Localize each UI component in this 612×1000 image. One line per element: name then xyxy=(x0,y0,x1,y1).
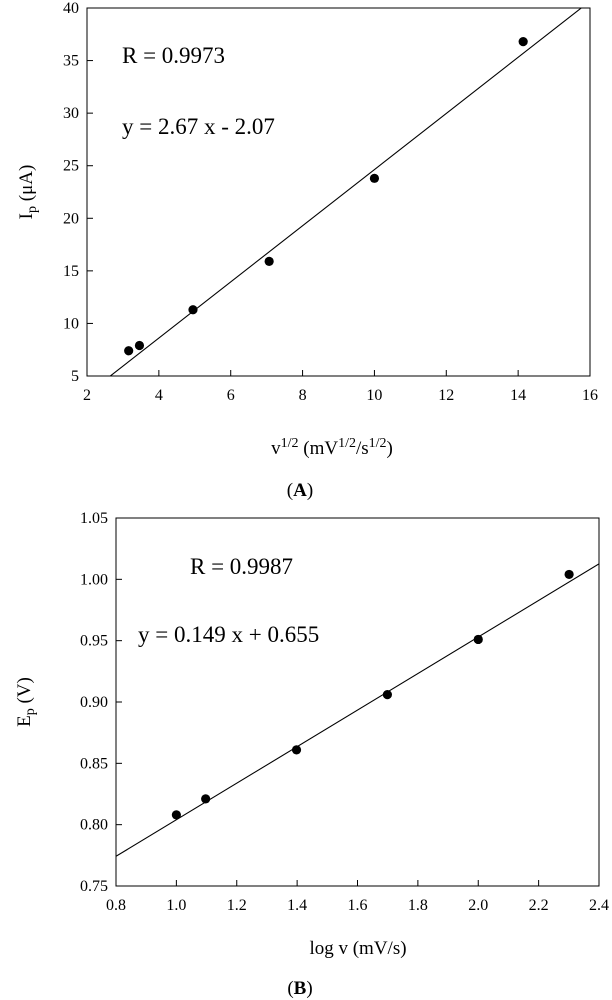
y-tick-label: 5 xyxy=(71,368,79,385)
x-tick-label: 1.2 xyxy=(227,897,247,914)
x-tick-label: 2.0 xyxy=(468,897,488,914)
y-tick-label: 0.75 xyxy=(80,878,108,895)
y-tick-label: 25 xyxy=(63,158,79,175)
data-point xyxy=(124,346,134,356)
x-tick-label: 10 xyxy=(366,387,382,404)
y-axis-label-a-sub: p xyxy=(25,206,40,213)
plot-frame-b xyxy=(115,517,600,887)
y-tick-label: 0.85 xyxy=(80,755,108,772)
x-ticks-a: 2 4 6 8 10 12 14 16 xyxy=(83,370,598,404)
plot-area-a xyxy=(109,8,583,376)
x-tick-label: 1.4 xyxy=(287,897,307,914)
y-tick-label: 0.90 xyxy=(80,694,108,711)
x-axis-label-b: log v (mV/s) xyxy=(309,938,406,959)
data-point xyxy=(564,569,574,580)
data-point xyxy=(201,794,211,804)
y-ticks-a: 5 10 15 20 25 30 35 40 xyxy=(63,0,93,385)
y-axis-label-b-unit: (V) xyxy=(14,677,35,708)
x-tick-label: 6 xyxy=(227,387,235,404)
points-b xyxy=(171,569,574,820)
y-axis-label-a-base: I xyxy=(16,213,37,219)
y-axis-label-a: Ip (μA) xyxy=(16,165,40,220)
x-tick-label: 12 xyxy=(438,387,454,404)
annotation-r-b: R = 0.9987 xyxy=(190,554,293,579)
x-tick-label: 2.4 xyxy=(589,897,609,914)
y-tick-label: 1.05 xyxy=(80,510,108,527)
y-axis-label-b-base: E xyxy=(14,715,35,727)
points-a xyxy=(124,37,528,356)
y-ticks-b: 0.75 0.80 0.85 0.90 0.95 1.00 1.05 xyxy=(80,510,122,895)
x-tick-label: 1.0 xyxy=(166,897,186,914)
y-axis-label-b: Ep (V) xyxy=(14,677,38,727)
x-tick-label: 16 xyxy=(582,387,598,404)
y-tick-label: 1.00 xyxy=(80,571,108,588)
y-tick-label: 15 xyxy=(63,263,79,280)
data-point xyxy=(369,173,380,183)
data-point xyxy=(264,256,274,266)
data-point xyxy=(518,37,528,47)
x-tick-label: 8 xyxy=(299,387,307,404)
caption-b: (B) xyxy=(287,978,312,999)
x-axis-label-a-mid2: /s xyxy=(356,438,369,459)
x-tick-label: 0.8 xyxy=(106,897,126,914)
x-axis-label-a-base: v xyxy=(271,438,281,459)
y-axis-label-a-unit: (μA) xyxy=(16,165,37,206)
data-point xyxy=(171,810,181,820)
x-tick-label: 14 xyxy=(510,387,526,404)
x-ticks-b: 0.8 1.0 1.2 1.4 1.6 1.8 2.0 2.2 2.4 xyxy=(106,880,609,914)
x-axis-label-a: v1/2 (mV1/2/s1/2) xyxy=(271,436,393,460)
x-tick-label: 2.2 xyxy=(529,897,549,914)
plot-area-b xyxy=(116,563,599,857)
x-tick-label: 2 xyxy=(83,387,91,404)
x-tick-label: 1.8 xyxy=(408,897,428,914)
fit-line-b xyxy=(116,563,599,857)
y-tick-label: 40 xyxy=(63,0,79,17)
y-tick-label: 30 xyxy=(63,105,79,122)
annotation-equation-a: y = 2.67 x - 2.07 xyxy=(122,114,275,139)
x-axis-label-a-mid: (mV xyxy=(299,438,339,459)
x-axis-label-a-sup2: 1/2 xyxy=(338,436,356,451)
fit-line-a xyxy=(109,8,583,376)
y-tick-label: 35 xyxy=(63,53,79,70)
annotation-r-a: R = 0.9973 xyxy=(122,43,225,68)
x-axis-label-a-sup3: 1/2 xyxy=(369,436,387,451)
data-point xyxy=(473,634,483,645)
caption-b-letter: B xyxy=(294,978,307,999)
x-axis-label-a-sup1: 1/2 xyxy=(281,436,299,451)
y-tick-label: 0.80 xyxy=(80,817,108,834)
y-axis-label-b-sub: p xyxy=(23,708,38,715)
data-point xyxy=(291,745,302,755)
annotation-equation-b: y = 0.149 x + 0.655 xyxy=(138,622,319,647)
x-tick-label: 1.6 xyxy=(348,897,368,914)
plot-frame-a xyxy=(86,7,591,377)
x-axis-label-a-end: ) xyxy=(387,438,393,459)
y-tick-label: 20 xyxy=(63,210,79,227)
caption-a: (A) xyxy=(287,480,313,501)
data-point xyxy=(382,690,392,700)
x-tick-label: 4 xyxy=(155,387,163,404)
data-point xyxy=(134,340,145,351)
caption-a-letter: A xyxy=(293,480,307,501)
data-point xyxy=(188,305,198,315)
y-tick-label: 0.95 xyxy=(80,633,108,650)
panel-b: 0.8 1.0 1.2 1.4 1.6 1.8 2.0 2.2 2.4 0.75 0.80 0.85… xyxy=(14,510,609,999)
y-tick-label: 10 xyxy=(63,315,79,332)
